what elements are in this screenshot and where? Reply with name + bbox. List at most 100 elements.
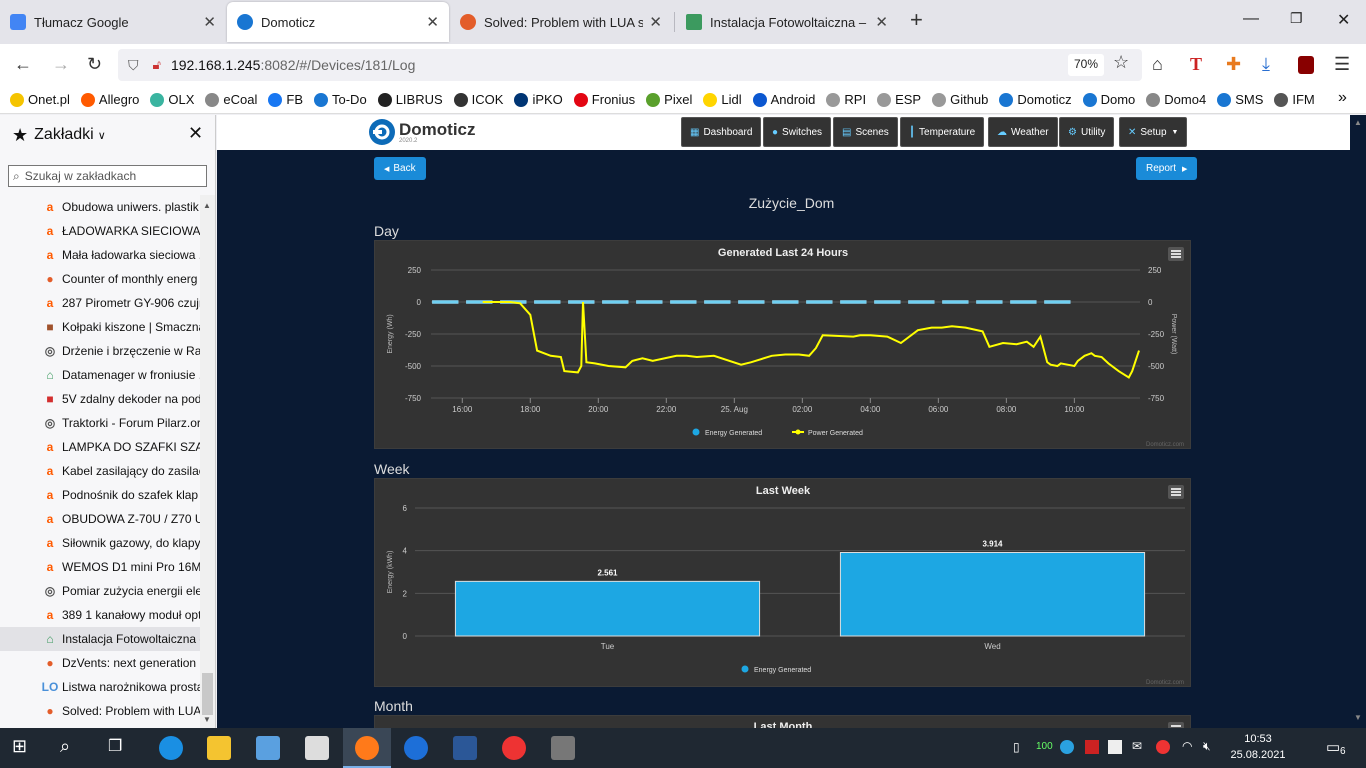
bookmark-list-item[interactable]: a 287 Pirometr GY-906 czujn <box>0 291 200 315</box>
store-icon[interactable] <box>256 736 280 760</box>
report-button[interactable]: Report ▶ <box>1136 157 1198 180</box>
scroll-down-icon[interactable]: ▼ <box>1354 713 1362 722</box>
bookmark-list-item[interactable]: a WEMOS D1 mini Pro 16MB <box>0 555 200 579</box>
home-icon[interactable]: ⌂ <box>1152 54 1163 74</box>
bookmark-list-item[interactable]: a Obudowa uniwers. plastik <box>0 195 200 219</box>
bookmark-list-item[interactable]: a Podnośnik do szafek klap s <box>0 483 200 507</box>
firefox-taskbar-item[interactable] <box>343 728 391 768</box>
menu-dashboard[interactable]: ▦ Dashboard <box>681 117 762 147</box>
bookmark-ipko[interactable]: iPKO <box>514 92 563 107</box>
forward-arrow-icon[interactable]: → <box>52 54 70 74</box>
bookmark-list-item[interactable]: ■ Kołpaki kiszone | Smaczna <box>0 315 200 339</box>
bookmark-list-item[interactable]: ◎ Drżenie i brzęczenie w Rav <box>0 339 200 363</box>
bookmark-list-item[interactable]: ● DzVents: next generation L <box>0 651 200 675</box>
outlook-icon[interactable] <box>404 736 428 760</box>
bookmark-fb[interactable]: FB <box>268 92 303 107</box>
search-icon[interactable]: ⌕ <box>60 736 71 756</box>
chart-menu-icon[interactable] <box>1168 485 1184 499</box>
bookmark-list-item[interactable]: a Siłownik gazowy, do klapy <box>0 531 200 555</box>
sun-app-icon[interactable] <box>502 736 526 760</box>
domoticz-logo[interactable]: Domoticz 2020.2 <box>369 119 476 145</box>
chart-menu-icon[interactable] <box>1168 722 1184 728</box>
close-tab-icon[interactable]: ✕ <box>649 14 662 31</box>
bookmark-github[interactable]: Github <box>932 92 988 107</box>
menu-scenes[interactable]: ▤ Scenes <box>833 117 898 147</box>
star-bookmark-icon[interactable]: ☆ <box>1113 52 1130 72</box>
telegram-icon[interactable] <box>1060 740 1074 754</box>
bookmark-list-item[interactable]: a Mała ładowarka sieciowa . <box>0 243 200 267</box>
sun-tray-icon[interactable] <box>1156 740 1170 754</box>
menu-temperature[interactable]: ┃ Temperature <box>900 117 985 147</box>
bookmark-lidl[interactable]: Lidl <box>703 92 742 107</box>
download-icon[interactable]: ⤓ <box>1262 54 1270 74</box>
bookmark-allegro[interactable]: Allegro <box>80 92 139 107</box>
bookmark-domo[interactable]: Domo <box>1082 92 1135 107</box>
chart-menu-icon[interactable] <box>1168 247 1184 261</box>
app-icon[interactable] <box>305 736 329 760</box>
bookmark-search-input[interactable]: ⌕ Szukaj w zakładkach <box>8 165 207 187</box>
bookmark-list-item[interactable]: a ŁADOWARKA SIECIOWA U <box>0 219 200 243</box>
bookmark-fronius[interactable]: Fronius <box>573 92 635 107</box>
scroll-up-icon[interactable]: ▲ <box>1354 118 1362 127</box>
bookmark-list-item[interactable]: ◎ Traktorki - Forum Pilarz.or <box>0 411 200 435</box>
file-explorer-icon[interactable] <box>207 736 231 760</box>
menu-utility[interactable]: ⚙ Utility <box>1059 117 1115 147</box>
bookmarks-overflow-button[interactable]: » <box>1338 89 1347 106</box>
page-scrollbar[interactable]: ▲ ▼ <box>1350 115 1366 728</box>
menu-hamburger-icon[interactable]: ☰ <box>1334 54 1351 74</box>
tray-app-icon[interactable] <box>1085 740 1099 754</box>
shield-tray-icon[interactable] <box>1108 740 1122 754</box>
close-tab-icon[interactable]: ✕ <box>426 14 439 31</box>
bookmark-ifm[interactable]: IFM <box>1274 92 1315 107</box>
bookmark-olx[interactable]: OLX <box>150 92 194 107</box>
bookmark-android[interactable]: Android <box>752 92 815 107</box>
close-sidebar-icon[interactable]: ✕ <box>188 123 204 143</box>
bookmark-list-item[interactable]: a OBUDOWA Z-70U / Z70 U <box>0 507 200 531</box>
bookmark-list-item[interactable]: ◎ Pomiar zużycia energii ele <box>0 579 200 603</box>
bookmark-list-item[interactable]: ⌂ Datamenager w froniusie . <box>0 363 200 387</box>
menu-weather[interactable]: ☁ Weather <box>988 117 1058 147</box>
bookmark-list-item[interactable]: a LAMPKA DO SZAFKI SZAF <box>0 435 200 459</box>
mail-icon[interactable]: ✉ <box>1132 739 1143 753</box>
tab-domoticz[interactable]: Domoticz ✕ <box>227 2 449 42</box>
menu-setup[interactable]: ✕ Setup ▼ <box>1119 117 1188 147</box>
bookmark-list-item[interactable]: ⌂ Instalacja Fotowoltaiczna - <box>0 627 200 651</box>
bookmark-to-do[interactable]: To-Do <box>314 92 367 107</box>
close-window-icon[interactable]: ✕ <box>1337 12 1351 29</box>
bookmark-list-item[interactable]: ■ 5V zdalny dekoder na pod <box>0 387 200 411</box>
bookmark-list-item[interactable]: LO Listwa narożnikowa prosta <box>0 675 200 699</box>
maximize-icon[interactable]: ❐ <box>1290 10 1303 26</box>
notifications-icon[interactable]: ▭ <box>1326 739 1341 756</box>
bookmark-onet-pl[interactable]: Onet.pl <box>10 92 70 107</box>
puzzle-extension-icon[interactable]: ✚ <box>1226 54 1242 74</box>
clock-date[interactable]: 25.08.2021 <box>1230 749 1286 761</box>
close-tab-icon[interactable]: ✕ <box>875 14 888 31</box>
close-tab-icon[interactable]: ✕ <box>203 14 216 31</box>
menu-switches[interactable]: ● Switches <box>763 117 832 147</box>
wifi-icon[interactable]: ◠ <box>1182 739 1193 753</box>
task-view-icon[interactable]: ❐ <box>108 738 123 755</box>
minimize-icon[interactable]: — <box>1243 10 1259 27</box>
sidebar-title[interactable]: Zakładki <box>34 126 94 143</box>
bookmark-domoticz[interactable]: Domoticz <box>999 92 1072 107</box>
bookmark-domo4[interactable]: Domo4 <box>1146 92 1206 107</box>
url-bar[interactable]: ⛉ 🔓︎ 192.168.1.245 :8082/#/Devices/181/L… <box>118 49 1142 81</box>
word-icon[interactable] <box>453 736 477 760</box>
new-tab-button[interactable]: + <box>910 7 923 32</box>
bookmark-pixel[interactable]: Pixel <box>646 92 692 107</box>
insecure-lock-icon[interactable]: 🔓︎ <box>152 57 161 72</box>
bookmark-list-item[interactable]: ● Solved: Problem with LUA <box>0 699 200 723</box>
shield-icon[interactable]: ⛉ <box>128 56 139 73</box>
bookmark-esp[interactable]: ESP <box>877 92 921 107</box>
bookmark-list-item[interactable]: a 389 1 kanałowy moduł opt <box>0 603 200 627</box>
reload-icon[interactable]: ↻ <box>87 54 103 74</box>
edge-icon[interactable] <box>159 736 183 760</box>
sidebar-scrollbar[interactable]: ▲ ▼ <box>200 195 215 728</box>
back-button[interactable]: ◀ Back <box>374 157 426 180</box>
bookmark-ecoal[interactable]: eCoal <box>205 92 257 107</box>
scroll-up-icon[interactable]: ▲ <box>203 201 211 210</box>
clock-time[interactable]: 10:53 <box>1244 733 1272 745</box>
tab-fotowoltaika[interactable]: Instalacja Fotowoltaiczna – Fron ✕ <box>676 2 898 42</box>
bookmark-list-item[interactable]: ● Counter of monthly energ <box>0 267 200 291</box>
zoom-badge[interactable]: 70% <box>1068 54 1105 76</box>
